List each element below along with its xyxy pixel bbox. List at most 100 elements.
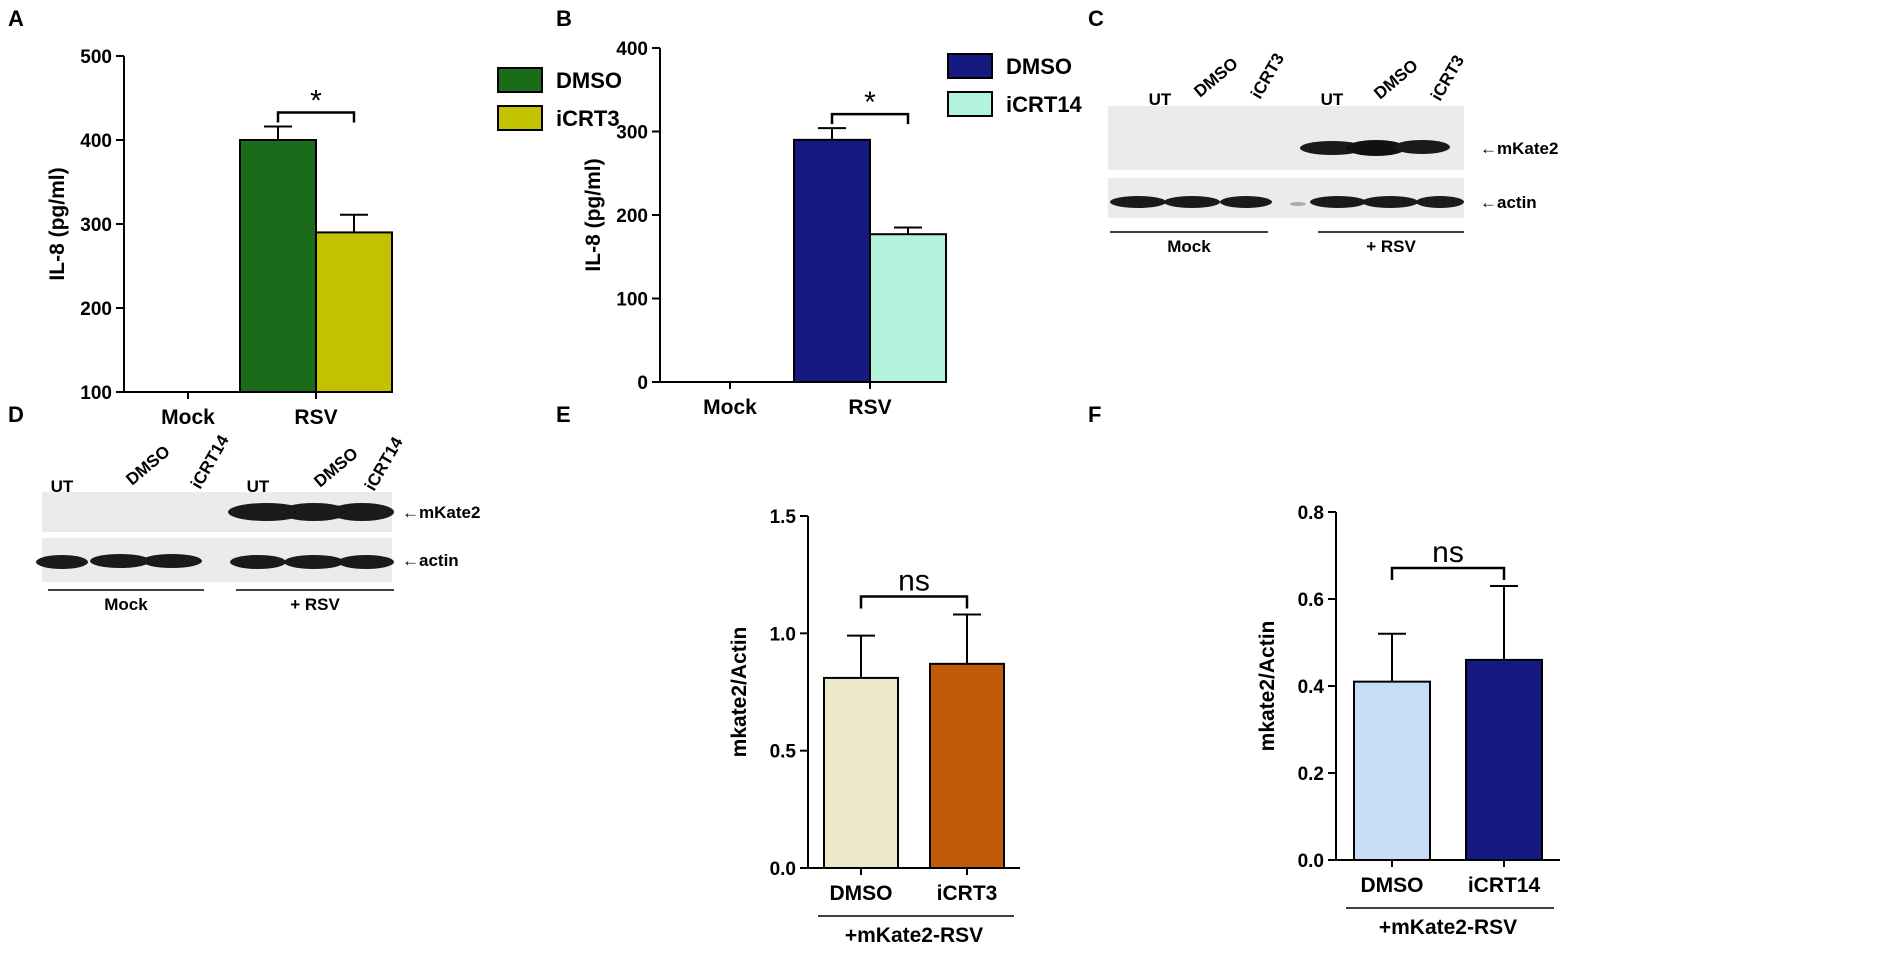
y-axis-label: IL-8 (pg/ml) [46, 167, 69, 280]
blot-band [1110, 196, 1166, 208]
blot-lane-label: UT [1321, 90, 1344, 109]
y-tick-label: 200 [80, 299, 112, 320]
blot-lane-label: iCRT3 [1247, 50, 1288, 102]
chart-e: 0.0 0.5 1.0 1.5 mkate2/Actin DMSO iCRT3 +mKate2… [728, 507, 1020, 947]
blot-lane-label: iCRT14 [361, 433, 407, 494]
significance-marker: ns [1432, 536, 1464, 569]
panel-label-b: B [556, 6, 572, 31]
band-label: ←actin [402, 551, 459, 570]
legend-label: DMSO [556, 68, 622, 93]
y-tick-label: 100 [616, 290, 648, 311]
western-blot-d: UT DMSO iCRT14 UT DMSO iCRT14 ←mKate2 ←a… [36, 431, 480, 614]
significance-bracket [830, 112, 910, 125]
y-tick-label: 0.0 [770, 859, 796, 880]
bar [929, 662, 1005, 869]
blot-band [280, 503, 348, 521]
blot-lane-label: iCRT3 [1427, 52, 1468, 104]
x-tick-label: DMSO [1361, 874, 1424, 897]
legend-swatch [947, 53, 993, 79]
x-tick-label: iCRT3 [937, 882, 998, 905]
bar [1353, 680, 1431, 861]
legend-swatch [497, 67, 543, 93]
blot-band [1416, 196, 1464, 208]
blot-band [1346, 140, 1406, 156]
blot-lane-label: UT [1149, 90, 1172, 109]
bar [869, 233, 947, 383]
y-tick-label: 0.4 [1298, 677, 1325, 698]
panel-label-c: C [1088, 6, 1104, 31]
chart-a: 100 200 300 400 500 IL-8 (pg/ml) Mock RSV * DMSO i… [46, 47, 622, 429]
blot-band [284, 555, 344, 569]
y-tick-label: 0 [637, 373, 648, 394]
panel-label-d: D [8, 402, 24, 427]
blot-group-label: + RSV [290, 595, 340, 614]
blot-band [1164, 196, 1220, 208]
blot-band [90, 554, 150, 568]
x-tick-label: Mock [703, 396, 757, 419]
blot-band [1220, 196, 1272, 208]
blot-band [230, 555, 286, 569]
bar [239, 139, 317, 393]
western-blot-c: UT DMSO iCRT3 UT DMSO iCRT3 ←mKate2 ←act… [1108, 50, 1558, 256]
significance-marker: ns [898, 565, 930, 598]
blot-band [1290, 202, 1306, 206]
panel-label-f: F [1088, 402, 1102, 427]
y-tick-label: 0.0 [1298, 851, 1324, 872]
significance-bracket [1390, 566, 1506, 580]
y-axis-label: mkate2/Actin [728, 627, 751, 758]
legend-label: iCRT14 [1006, 92, 1083, 117]
band-label: ←actin [1480, 193, 1537, 212]
blot-band [338, 555, 394, 569]
legend-label: DMSO [1006, 54, 1072, 79]
y-tick-label: 400 [616, 39, 648, 60]
y-tick-label: 100 [80, 383, 112, 404]
y-tick-label: 1.5 [770, 507, 797, 528]
blot-lane-labels: UT DMSO iCRT14 UT DMSO iCRT14 [51, 431, 407, 496]
y-tick-label: 1.0 [770, 624, 796, 645]
blot-band [1310, 196, 1366, 208]
y-tick-label: 500 [80, 47, 112, 68]
group-label: +mKate2-RSV [845, 924, 983, 947]
blot-strip-mkate2 [1108, 106, 1464, 170]
band-label: ←mKate2 [402, 503, 480, 522]
panel-label-a: A [8, 6, 24, 31]
x-tick-label: Mock [161, 406, 215, 429]
y-tick-label: 200 [616, 206, 648, 227]
y-tick-label: 0.6 [1298, 590, 1324, 611]
blot-band [1362, 196, 1418, 208]
y-tick-label: 0.8 [1298, 503, 1324, 524]
chart-f: 0.0 0.2 0.4 0.6 0.8 mkate2/Actin DMSO iCRT14 +mK… [1256, 503, 1560, 939]
legend-swatch [497, 105, 543, 131]
y-axis-label: mkate2/Actin [1256, 621, 1279, 752]
bar [793, 138, 871, 383]
legend-label: iCRT3 [556, 106, 620, 131]
bar [315, 231, 393, 393]
blot-lane-labels: UT DMSO iCRT3 UT DMSO iCRT3 [1149, 50, 1468, 109]
blot-band [330, 503, 394, 521]
blot-lane-label: DMSO [122, 442, 173, 489]
blot-lane-label: DMSO [1190, 54, 1241, 101]
blot-group-label: Mock [1167, 237, 1211, 256]
x-tick-label: iCRT14 [1468, 874, 1541, 897]
blot-band [142, 554, 202, 568]
blot-band [1394, 140, 1450, 154]
x-tick-label: RSV [294, 406, 337, 429]
x-tick-label: DMSO [830, 882, 893, 905]
blot-lane-label: iCRT14 [187, 431, 233, 492]
significance-bracket [859, 595, 969, 609]
significance-marker: * [310, 85, 322, 118]
blot-group-label: Mock [104, 595, 148, 614]
y-tick-label: 300 [80, 215, 112, 236]
blot-lane-label: UT [247, 477, 270, 496]
blot-band [1300, 141, 1364, 155]
y-tick-label: 0.2 [1298, 764, 1324, 785]
blot-lane-label: UT [51, 477, 74, 496]
band-label: ←mKate2 [1480, 139, 1558, 158]
panel-label-e: E [556, 402, 571, 427]
blot-band [36, 555, 88, 569]
chart-b: 0 100 200 300 400 IL-8 (pg/ml) Mock RSV * DMSO iCR… [582, 39, 1083, 419]
blot-lane-label: DMSO [1370, 56, 1421, 103]
significance-marker: * [864, 86, 876, 119]
x-tick-label: RSV [848, 396, 891, 419]
significance-bracket [276, 111, 356, 123]
